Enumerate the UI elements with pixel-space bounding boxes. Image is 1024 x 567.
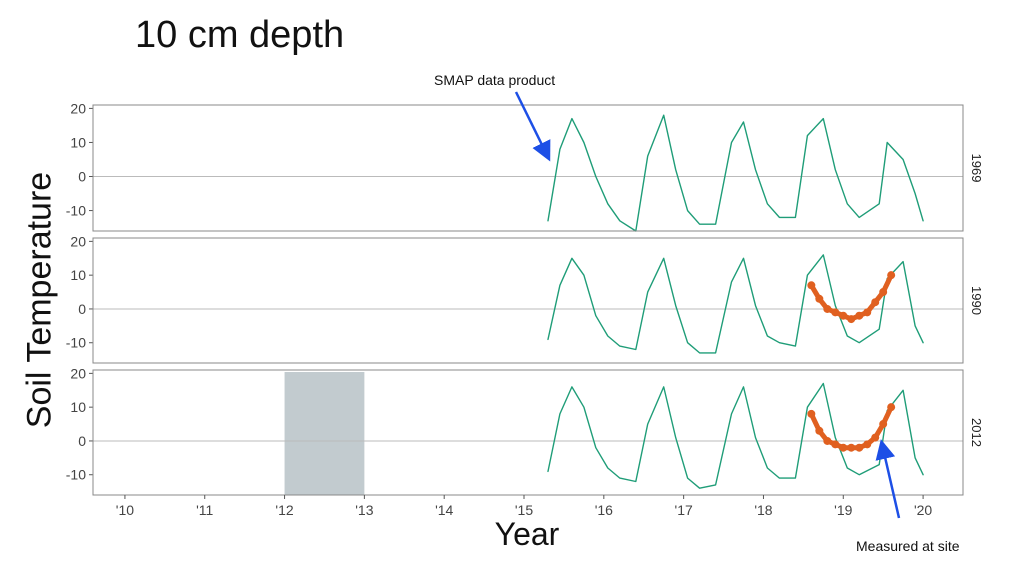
site-data-point	[855, 311, 864, 320]
site-data-point	[839, 311, 848, 320]
site-data-point	[871, 298, 880, 307]
site-data-point	[847, 315, 856, 324]
site-data-point	[879, 288, 888, 297]
site-data-point	[815, 294, 824, 303]
smap-annotation: SMAP data product	[434, 72, 556, 88]
smap-series-line	[547, 254, 924, 354]
x-tick-label: '16	[595, 502, 613, 518]
x-tick-label: '17	[675, 502, 693, 518]
site-data-point	[863, 440, 872, 449]
site-data-point	[823, 436, 832, 445]
site-data-point	[831, 308, 840, 317]
site-series-line	[808, 272, 894, 322]
site-data-point	[807, 409, 816, 418]
site-annotation-arrow	[875, 439, 901, 519]
site-data-point	[831, 440, 840, 449]
site-data-point	[887, 271, 896, 280]
highlight-band	[284, 372, 365, 495]
y-tick-label: -10	[66, 467, 86, 483]
facet-label: 1990	[969, 286, 984, 315]
y-tick-label: 0	[78, 169, 86, 185]
y-tick-label: 0	[78, 433, 86, 449]
panel-frame	[92, 369, 964, 496]
y-tick-label: 20	[70, 365, 86, 381]
site-data-point	[839, 443, 848, 452]
smap-annotation-arrow	[514, 91, 551, 162]
y-tick-label: 20	[70, 233, 86, 249]
y-tick-label: 10	[70, 134, 86, 150]
facet-label: 2012	[969, 418, 984, 447]
y-tick-label: -10	[66, 335, 86, 351]
x-tick-label: '18	[754, 502, 772, 518]
x-tick-label: '13	[355, 502, 373, 518]
y-tick-label: 0	[78, 301, 86, 317]
site-data-point	[847, 443, 856, 452]
site-data-point	[823, 304, 832, 313]
site-data-point	[887, 403, 896, 412]
x-tick-label: '19	[834, 502, 852, 518]
site-data-point	[863, 308, 872, 317]
x-tick-label: '20	[914, 502, 932, 518]
smap-series-line	[547, 382, 924, 489]
x-tick-label: '11	[196, 502, 213, 518]
site-annotation: Measured at site	[856, 538, 960, 554]
site-data-point	[855, 443, 864, 452]
panel-frame	[92, 104, 964, 232]
x-tick-label: '10	[116, 502, 134, 518]
x-tick-label: '15	[515, 502, 533, 518]
y-tick-label: 10	[70, 399, 86, 415]
panel-frame	[92, 237, 964, 364]
site-series-line	[808, 404, 894, 451]
site-data-point	[871, 433, 880, 442]
y-tick-label: -10	[66, 203, 86, 219]
x-tick-label: '12	[275, 502, 293, 518]
x-tick-label: '14	[435, 502, 453, 518]
facet-label: 1969	[969, 154, 984, 183]
site-data-point	[815, 426, 824, 435]
page-title: 10 cm depth	[135, 14, 345, 56]
site-data-point	[807, 281, 816, 290]
site-data-point	[879, 420, 888, 429]
smap-series-line	[547, 114, 924, 232]
y-tick-label: 10	[70, 267, 86, 283]
y-tick-label: 20	[70, 100, 86, 116]
x-axis-label: Year	[494, 516, 560, 552]
